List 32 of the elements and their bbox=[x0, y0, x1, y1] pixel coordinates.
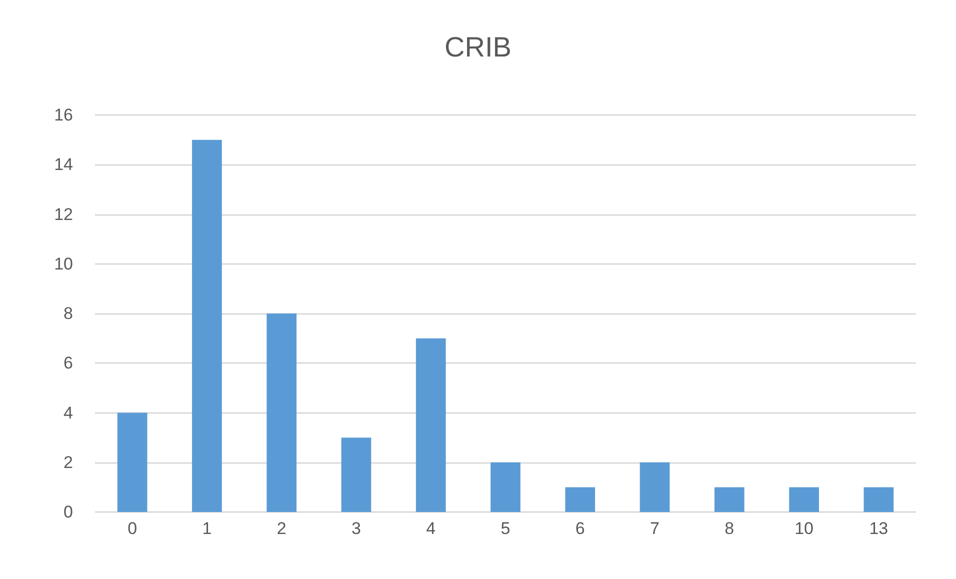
x-tick-label: 2 bbox=[276, 519, 286, 538]
bar bbox=[192, 140, 222, 512]
y-tick-label: 0 bbox=[64, 502, 73, 522]
x-tick-label: 8 bbox=[724, 519, 734, 538]
x-tick-label: 5 bbox=[500, 519, 510, 538]
y-tick-label: 12 bbox=[54, 204, 73, 224]
x-tick-label: 1 bbox=[202, 519, 212, 538]
x-tick-label: 3 bbox=[351, 519, 361, 538]
y-tick-label: 4 bbox=[64, 403, 73, 422]
x-tick-label: 10 bbox=[794, 519, 814, 538]
bar bbox=[789, 487, 819, 512]
bar bbox=[117, 412, 148, 512]
bar bbox=[266, 314, 297, 512]
chart-title: CRIB bbox=[444, 32, 512, 62]
x-tick-label: 4 bbox=[426, 519, 436, 538]
bar bbox=[640, 462, 670, 512]
x-tick-label: 13 bbox=[869, 519, 888, 538]
y-tick-label: 10 bbox=[54, 254, 73, 274]
bar bbox=[416, 338, 446, 512]
y-tick-label: 16 bbox=[54, 106, 73, 124]
x-tick-label: 0 bbox=[128, 519, 138, 538]
y-tick-label: 14 bbox=[54, 155, 73, 174]
x-tick-label: 6 bbox=[575, 519, 585, 538]
bar bbox=[714, 487, 744, 512]
y-tick-label: 2 bbox=[64, 452, 73, 472]
y-tick-label: 8 bbox=[64, 304, 73, 323]
bar bbox=[490, 462, 520, 512]
bar bbox=[864, 487, 894, 512]
x-tick-label: 7 bbox=[650, 519, 660, 538]
bar bbox=[565, 487, 596, 512]
bar bbox=[341, 438, 372, 512]
y-tick-label: 6 bbox=[64, 354, 73, 373]
